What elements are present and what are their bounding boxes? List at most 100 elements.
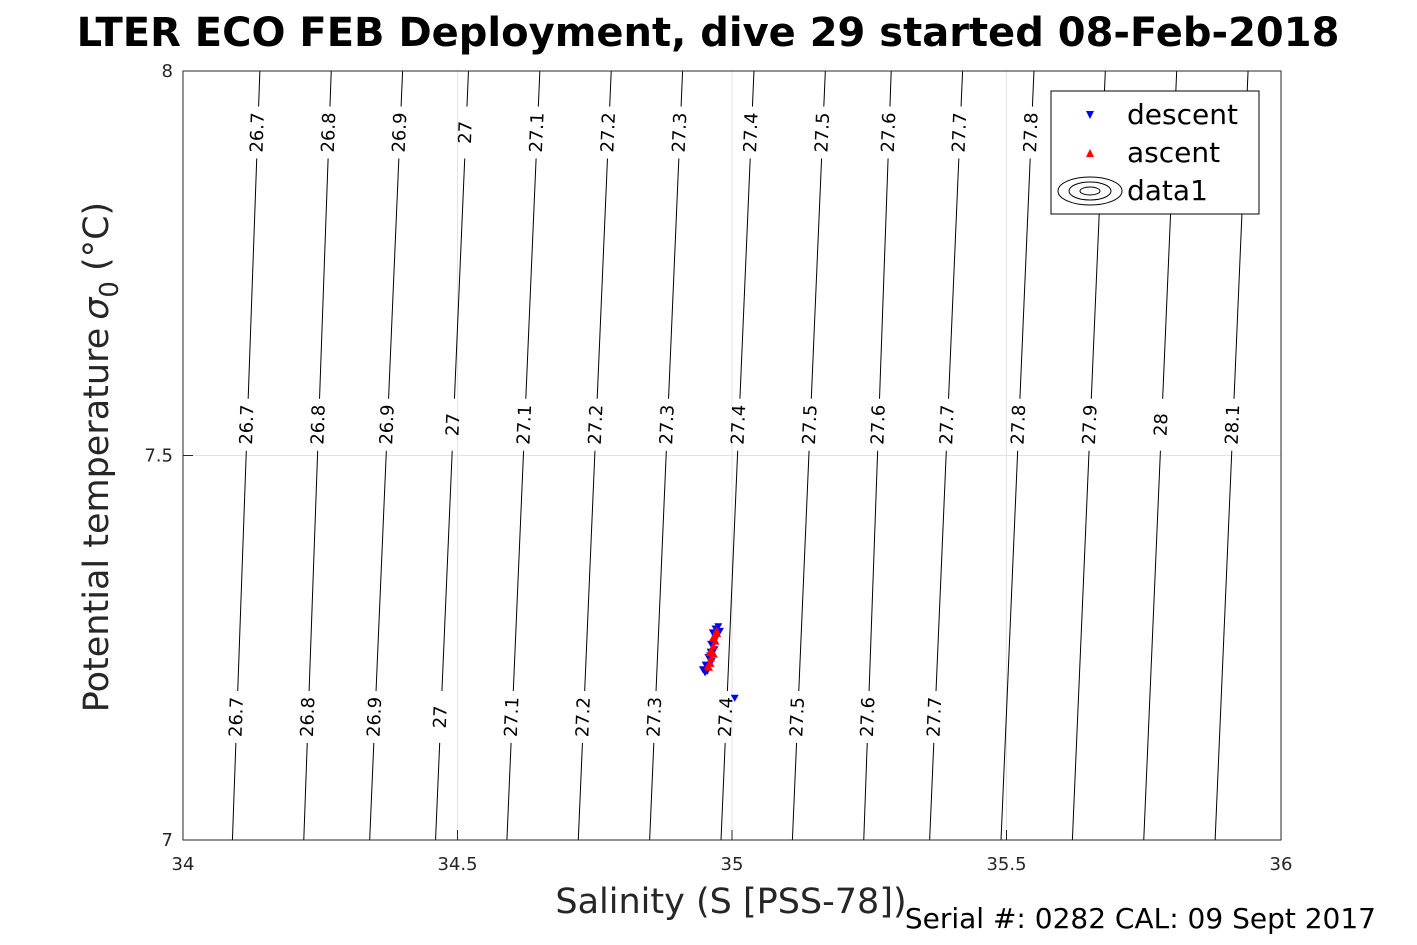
legend-box bbox=[1050, 90, 1260, 215]
contour-line-segment bbox=[577, 742, 583, 840]
contour-label: 27.8 bbox=[1007, 404, 1030, 445]
contour-27-3: 27.3 27.3 27.3 bbox=[644, 71, 691, 840]
contour-line-segment bbox=[369, 742, 375, 840]
contour-line-segment bbox=[726, 450, 739, 692]
contour-line-segment bbox=[441, 450, 453, 692]
contour-label: 26.9 bbox=[364, 696, 387, 737]
contour-26-8: 26.8 26.8 26.8 bbox=[297, 71, 340, 840]
contour-line-segment bbox=[649, 742, 655, 840]
contour-label: 27.5 bbox=[811, 112, 834, 153]
contour-line-segment bbox=[596, 158, 608, 399]
y-axis-label: Potential temperature σ0 (°C) bbox=[77, 202, 125, 712]
ascent-marker bbox=[703, 662, 712, 670]
contour-label: 27.7 bbox=[924, 697, 947, 738]
contour-line-segment bbox=[1286, 71, 1319, 840]
ascent-marker bbox=[712, 626, 721, 634]
serial-cal-footer: Serial #: 0282 CAL: 09 Sept 2017 bbox=[905, 902, 1376, 935]
legend-ascent-marker bbox=[1086, 149, 1094, 157]
contour-27-1: 27.1 27.1 27.1 bbox=[501, 71, 549, 840]
contour-line-segment bbox=[960, 71, 964, 107]
contour-27: 27 27 27 bbox=[430, 71, 477, 840]
y-tick-label: 7.5 bbox=[144, 446, 173, 467]
contour-line-segment bbox=[231, 742, 237, 840]
contour-line-segment bbox=[466, 71, 469, 107]
axes: 34 34.5 35 35.5 36 7 7.5 8 bbox=[144, 61, 1292, 875]
contour-line-segment bbox=[879, 158, 889, 399]
contour-label: 27.6 bbox=[867, 404, 889, 445]
contour-line-segment bbox=[1071, 450, 1090, 840]
legend-contour-icon bbox=[1057, 176, 1123, 206]
contour-line-segment bbox=[1000, 450, 1019, 840]
contour-line-segment bbox=[668, 158, 680, 399]
y-tick-label: 7 bbox=[162, 830, 173, 851]
ascent-marker bbox=[707, 654, 716, 662]
contour-label: 26.9 bbox=[376, 404, 399, 445]
contour-line-segment bbox=[525, 158, 537, 399]
legend-descent-marker bbox=[1086, 111, 1094, 119]
series-ascent bbox=[703, 626, 722, 671]
contour-27-8: 27.8 27.8 bbox=[1000, 71, 1043, 840]
contour-line-segment bbox=[375, 450, 387, 692]
contour-label: 26.7 bbox=[226, 697, 248, 738]
contour-line-segment bbox=[329, 71, 332, 107]
contour-line-segment bbox=[889, 71, 892, 107]
contour-line-segment bbox=[1143, 450, 1161, 840]
contour-label: 26.9 bbox=[389, 112, 412, 153]
contour-label: 27 bbox=[442, 413, 464, 437]
contour-label: 27.8 bbox=[1020, 112, 1043, 153]
contour-label: 26.8 bbox=[318, 112, 340, 153]
y-axis-label-sigma: σ bbox=[77, 296, 117, 320]
contour-line-segment bbox=[1031, 71, 1035, 107]
contour-line-segment bbox=[400, 71, 404, 107]
contour-label: 27.7 bbox=[936, 404, 959, 445]
contour-label: 27 bbox=[455, 121, 477, 145]
contour-line-segment bbox=[810, 158, 823, 399]
x-tick-label: 34.5 bbox=[437, 854, 477, 875]
contour-label: 27.1 bbox=[526, 112, 549, 153]
contour-line-segment bbox=[303, 742, 308, 840]
contour-label: 26.6 bbox=[125, 588, 149, 630]
y-axis-label-main: Potential temperature bbox=[77, 328, 117, 712]
contour-label: 26.7 bbox=[236, 404, 258, 445]
isopycnal-contours: 26.626.626.726.726.726.826.826.826.926.9… bbox=[125, 71, 1319, 840]
x-tick-label: 35.5 bbox=[986, 854, 1026, 875]
contour-line-segment bbox=[237, 450, 247, 691]
contour-line-segment bbox=[863, 742, 868, 840]
contour-label: 27.1 bbox=[513, 404, 536, 445]
contour-line-segment bbox=[388, 158, 400, 399]
legend-descent-label: descent bbox=[1127, 98, 1238, 131]
contour-line-segment bbox=[258, 71, 261, 107]
contour-line-segment bbox=[1214, 450, 1233, 840]
contour-line-segment bbox=[308, 450, 319, 691]
legend: descent ascent data1 bbox=[1050, 90, 1260, 215]
x-tick-label: 34 bbox=[172, 854, 195, 875]
contour-label: 27.4 bbox=[727, 404, 750, 445]
contour-line-segment bbox=[435, 742, 441, 840]
contour-label: 28 bbox=[1151, 413, 1173, 437]
contour-line-segment bbox=[183, 71, 184, 77]
contour-line-segment bbox=[948, 158, 960, 399]
contour-line-segment bbox=[823, 71, 826, 107]
contour-line-segment bbox=[247, 158, 258, 399]
contour-27-4: 27.4 27.4 27.4 bbox=[715, 71, 763, 840]
contour-26-9: 26.9 26.9 26.9 bbox=[364, 71, 412, 840]
contour-line-segment bbox=[319, 158, 329, 399]
descent-marker bbox=[730, 694, 739, 702]
y-axis-label-subscript: 0 bbox=[95, 281, 125, 298]
contour-27-6: 27.6 27.6 27.6 bbox=[857, 71, 900, 840]
contour-label: 27.2 bbox=[572, 697, 595, 738]
contour-label: 27.5 bbox=[799, 404, 822, 445]
contour-line-segment bbox=[798, 450, 810, 692]
contour-label: 27.4 bbox=[715, 697, 738, 738]
contour-line-segment bbox=[453, 158, 466, 399]
contour-line-segment bbox=[584, 450, 596, 692]
contour-label: 27.6 bbox=[878, 112, 900, 153]
contour-label: 27.9 bbox=[1079, 404, 1102, 445]
contour-label: 27.2 bbox=[585, 404, 608, 445]
ascent-marker bbox=[708, 634, 717, 642]
contour-line-segment bbox=[868, 450, 879, 691]
contour-label: 27.6 bbox=[857, 697, 879, 738]
descent-marker bbox=[714, 623, 723, 631]
contour-label: 27.2 bbox=[597, 112, 620, 153]
